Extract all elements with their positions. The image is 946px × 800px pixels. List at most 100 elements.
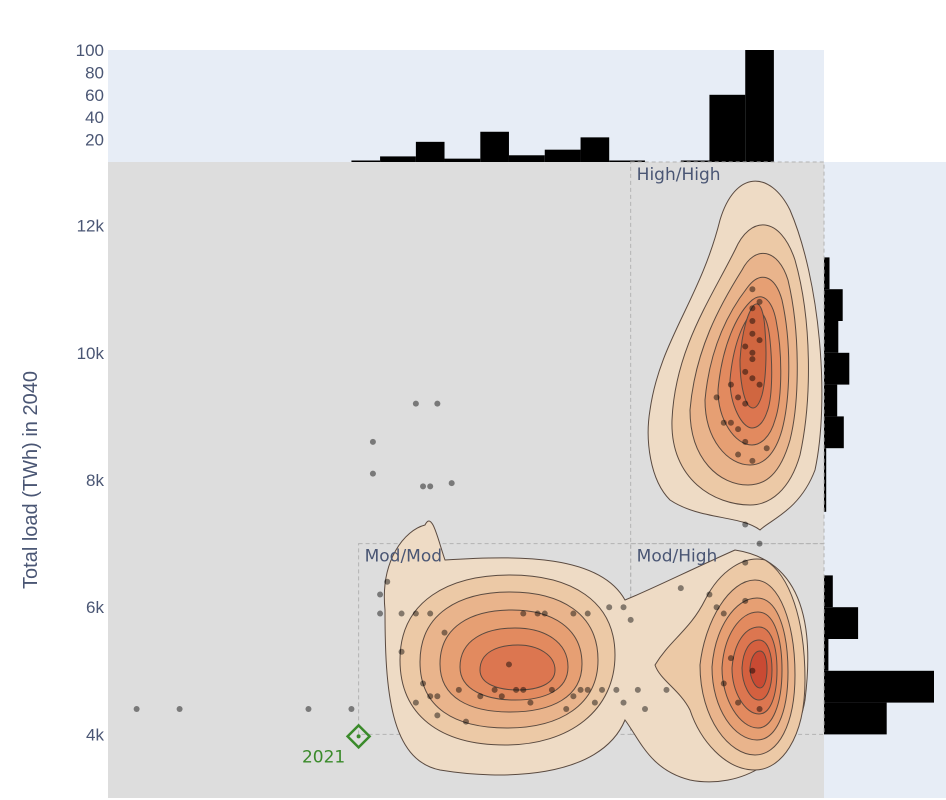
- scatter-point: [735, 394, 742, 401]
- scatter-point: [749, 305, 756, 312]
- region-box: [630, 161, 825, 545]
- scatter-point: [742, 559, 749, 566]
- scatter-point: [513, 686, 520, 693]
- scatter-point: [727, 655, 734, 662]
- region-label: High/High: [637, 165, 721, 185]
- scatter-point: [427, 693, 434, 700]
- top-hist-tick-label: 40: [85, 108, 104, 127]
- scatter-point: [756, 540, 763, 547]
- right-hist-bar: [824, 384, 838, 417]
- scatter-point: [548, 686, 555, 693]
- top-hist-bar: [709, 94, 746, 162]
- top-hist-bar: [508, 155, 545, 162]
- right-hist-bar: [824, 352, 850, 385]
- scatter-point: [434, 712, 441, 719]
- scatter-point: [756, 298, 763, 305]
- right-hist-bar: [824, 575, 833, 608]
- scatter-points: [133, 286, 770, 725]
- right-hist-bar: [824, 448, 827, 480]
- top-hist-bar: [415, 141, 445, 162]
- scatter-point: [627, 616, 634, 623]
- scatter-point: [613, 686, 620, 693]
- density-contours: [383, 180, 823, 783]
- scatter-point: [420, 483, 427, 490]
- right-hist-bar: [824, 416, 844, 449]
- top-hist-bar: [745, 50, 774, 162]
- right-hist-bar: [824, 607, 859, 639]
- scatter-point: [591, 699, 598, 706]
- contour-mm-5: [479, 644, 556, 691]
- scatter-point: [505, 661, 512, 668]
- scatter-point: [412, 400, 419, 407]
- scatter-point: [427, 610, 434, 617]
- right-hist-bar: [824, 257, 830, 290]
- scatter-point: [713, 604, 720, 611]
- scatter-point: [677, 585, 684, 592]
- scatter-point: [398, 648, 405, 655]
- contour-mh-7: [749, 650, 768, 689]
- scatter-point: [491, 686, 498, 693]
- top-hist-tick-label: 20: [85, 131, 104, 150]
- top-hist-bar: [351, 160, 381, 162]
- scatter-point: [520, 610, 527, 617]
- right-hist-bar: [824, 670, 934, 703]
- scatter-point: [749, 286, 756, 293]
- scatter-point: [713, 394, 720, 401]
- scatter-point: [434, 400, 441, 407]
- right-hist-bar: [824, 480, 827, 512]
- scatter-point: [606, 604, 613, 611]
- scatter-point: [577, 686, 584, 693]
- scatter-point: [749, 457, 756, 464]
- scatter-point: [720, 610, 727, 617]
- scatter-point: [377, 591, 384, 598]
- top-hist-bar: [380, 156, 416, 162]
- scatter-point: [749, 356, 756, 363]
- scatter-point: [663, 686, 670, 693]
- scatter-point: [541, 610, 548, 617]
- y-axis-title: Total load (TWh) in 2040: [20, 371, 42, 589]
- y-tick-label: 4k: [86, 725, 104, 744]
- scatter-point: [749, 330, 756, 337]
- scatter-point: [749, 375, 756, 382]
- top-hist-bar: [544, 149, 581, 162]
- scatter-point: [749, 318, 756, 324]
- scatter-point: [527, 699, 534, 706]
- scatter-point: [420, 680, 427, 687]
- scatter-point: [584, 686, 591, 693]
- top-hist-bar: [480, 131, 509, 162]
- reference-point-label: 2021: [302, 747, 345, 767]
- scatter-point: [427, 483, 434, 490]
- scatter-point: [455, 686, 462, 693]
- top-hist-tick-label: 100: [76, 41, 104, 60]
- y-tick-label: 8k: [86, 471, 104, 490]
- scatter-point: [412, 610, 419, 617]
- scatter-point: [735, 426, 742, 433]
- scatter-point: [720, 680, 727, 687]
- scatter-point: [384, 578, 391, 585]
- scatter-point: [735, 451, 742, 458]
- scatter-point: [369, 438, 376, 445]
- scatter-point: [706, 591, 713, 598]
- scatter-point: [348, 705, 355, 712]
- scatter-point: [520, 686, 527, 693]
- region-label: Mod/Mod: [365, 547, 442, 567]
- scatter-point: [620, 604, 627, 611]
- scatter-point: [620, 699, 627, 706]
- top-hist-bar: [444, 158, 481, 162]
- scatter-point: [534, 610, 541, 617]
- scatter-point: [742, 343, 749, 350]
- scatter-point: [642, 705, 648, 712]
- top-hist-bar: [609, 160, 645, 162]
- scatter-point: [749, 667, 756, 674]
- scatter-point: [377, 610, 384, 617]
- scatter-point: [441, 629, 448, 636]
- scatter-point: [434, 693, 441, 700]
- scatter-point: [634, 686, 641, 693]
- scatter-point: [742, 521, 749, 528]
- right-hist-bar: [824, 639, 829, 671]
- scatter-point: [570, 693, 577, 700]
- right-histogram: [824, 257, 934, 735]
- scatter-point: [742, 438, 749, 445]
- contour-hh-6: [739, 303, 767, 409]
